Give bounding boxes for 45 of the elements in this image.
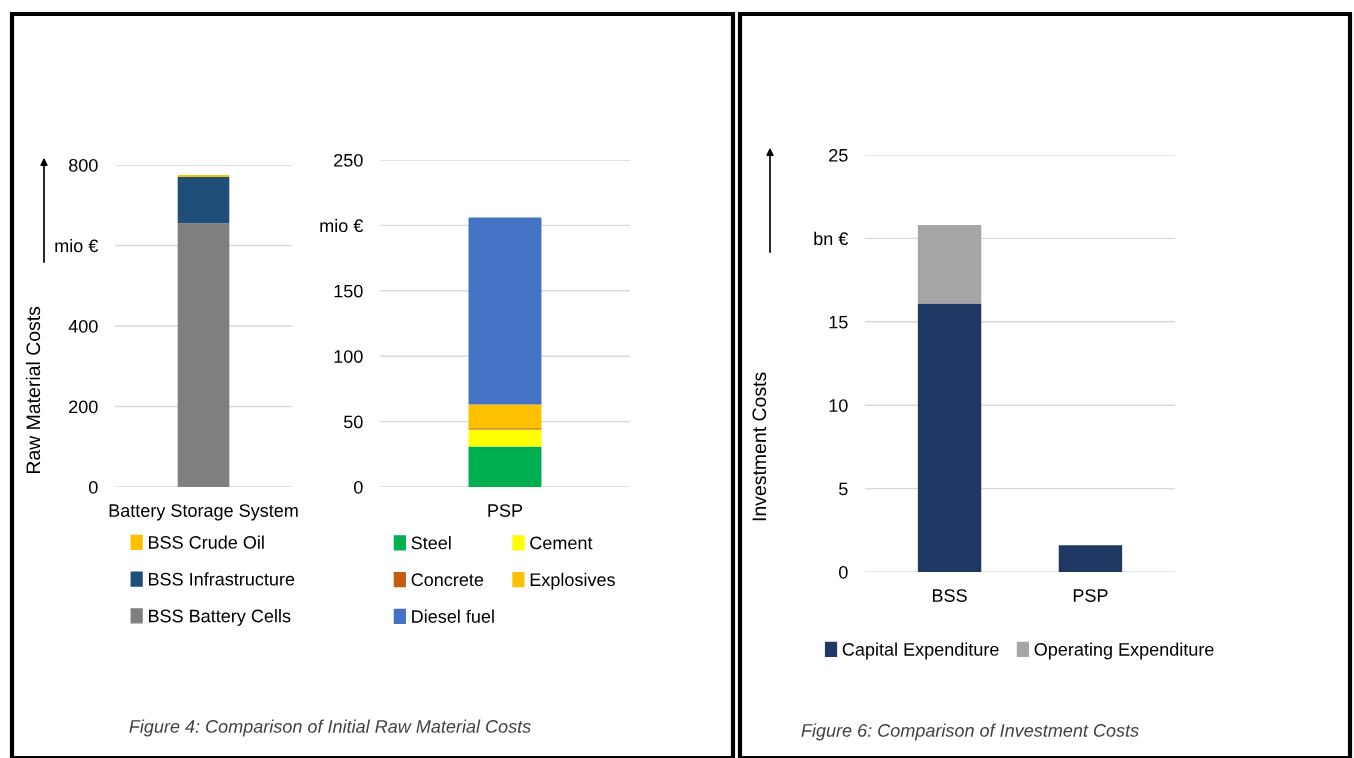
bar — [917, 303, 982, 572]
y-tick-label: 10 — [829, 399, 848, 412]
caption: Figure 4: Comparison of Initial Raw Material Costs — [129, 719, 531, 737]
y-tick-label: 100 — [334, 350, 363, 363]
legend-label: BSS Battery Cells — [148, 609, 291, 626]
bar — [1058, 545, 1123, 572]
caption: Figure 6: Comparison of Investment Costs — [801, 723, 1139, 741]
x-tick-label: PSP — [1073, 589, 1108, 602]
y-tick-label: bn € — [814, 231, 849, 246]
legend-label: BSS Crude Oil — [148, 535, 264, 549]
bar — [177, 223, 230, 487]
y-tick-label: 0 — [354, 480, 363, 494]
y-tick-label: 0 — [89, 480, 98, 494]
legend-label: Concrete — [411, 573, 484, 587]
y-tick-label: 50 — [343, 415, 363, 429]
y-axis-title: Raw Material Costs — [25, 306, 41, 474]
x-tick-label: Battery Storage System — [109, 504, 298, 521]
y-tick-label: 200 — [69, 400, 98, 414]
y-tick-label: mio € — [320, 218, 364, 233]
bar — [917, 225, 982, 304]
legend-label: BSS Infrastructure — [148, 572, 295, 586]
bar — [177, 175, 230, 178]
legend-label: Cement — [530, 536, 593, 550]
legend-label: Operating Expenditure — [1034, 642, 1214, 660]
bar — [468, 429, 542, 447]
legend-label: Explosives — [530, 572, 615, 590]
y-tick-label: 25 — [829, 148, 848, 162]
legend-label: Diesel fuel — [412, 609, 494, 623]
bar — [468, 446, 542, 487]
y-tick-label: 250 — [334, 153, 363, 167]
legend-label: Steel — [411, 536, 451, 550]
y-tick-label: 150 — [334, 284, 363, 298]
y-tick-label: mio € — [55, 238, 99, 253]
y-tick-label: 5 — [839, 482, 848, 496]
x-tick-label: PSP — [488, 504, 523, 517]
y-tick-label: 0 — [839, 565, 848, 579]
legend-label: Capital Expenditure — [842, 642, 999, 660]
x-tick-label: BSS — [932, 589, 967, 602]
bar — [468, 404, 542, 429]
y-axis-title: Investment Costs — [752, 372, 767, 521]
y-tick-label: 15 — [829, 315, 848, 329]
y-tick-label: 400 — [68, 319, 98, 333]
bar — [177, 177, 230, 224]
bar — [468, 217, 542, 405]
y-tick-label: 800 — [69, 158, 98, 172]
